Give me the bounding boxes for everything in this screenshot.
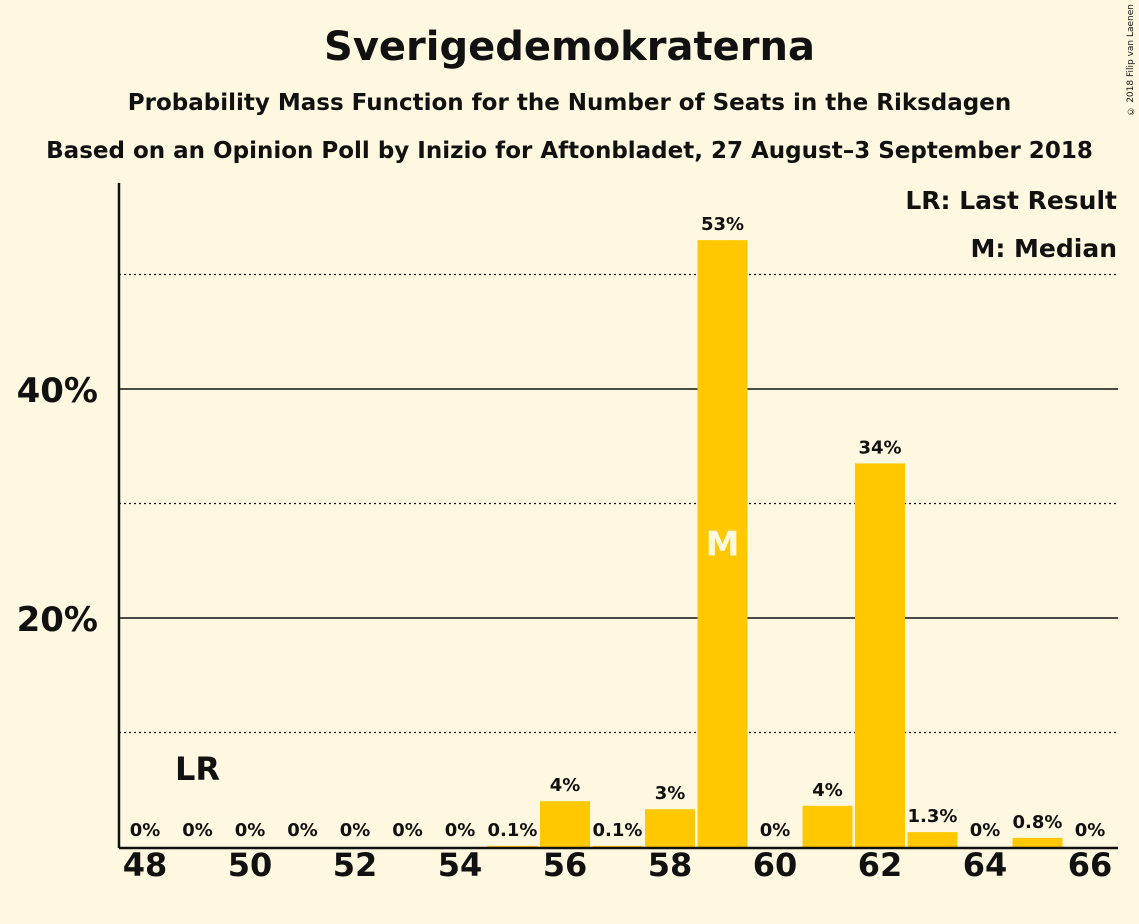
bar-value-label: 0.8% — [1013, 812, 1063, 833]
bar — [645, 809, 695, 847]
bar-value-label: 4% — [550, 775, 581, 796]
bar-value-label: 0.1% — [488, 820, 538, 841]
legend-entry: LR: Last Result — [905, 186, 1117, 215]
bar-value-label: 34% — [858, 437, 901, 458]
bar-value-label: 0% — [445, 820, 476, 841]
bar — [1012, 837, 1063, 847]
x-tick-label: 56 — [543, 846, 588, 884]
x-tick-label: 48 — [123, 846, 168, 884]
bar — [697, 240, 748, 847]
bar — [487, 845, 538, 847]
bar-value-label: 0% — [760, 820, 791, 841]
bar-value-label: 4% — [812, 780, 843, 801]
bar-value-label: 0% — [182, 820, 213, 841]
bar — [802, 805, 853, 847]
x-tick-label: 66 — [1068, 846, 1113, 884]
x-tick-label: 50 — [228, 846, 273, 884]
bar — [855, 463, 905, 847]
bar-value-label: 0% — [1075, 820, 1106, 841]
bar-value-label: 0% — [340, 820, 371, 841]
bar-value-label: 0% — [392, 820, 423, 841]
bar-value-label: 0% — [235, 820, 266, 841]
bar-value-label: 53% — [701, 214, 744, 235]
chart-source-line: Based on an Opinion Poll by Inizio for A… — [46, 138, 1093, 164]
legend-entry: M: Median — [970, 234, 1117, 263]
last-result-marker: LR — [175, 750, 220, 788]
x-tick-label: 62 — [858, 846, 903, 884]
bar-value-label: 0% — [287, 820, 318, 841]
x-tick-label: 60 — [753, 846, 798, 884]
bar-value-label: 3% — [655, 783, 686, 804]
y-tick-label: 20% — [17, 600, 98, 640]
x-tick-label: 54 — [438, 846, 483, 884]
bar — [907, 832, 958, 847]
x-tick-label: 52 — [333, 846, 378, 884]
bar-value-label: 0% — [970, 820, 1001, 841]
bar — [540, 801, 590, 847]
y-tick-label: 40% — [17, 371, 98, 411]
chart-title: Sverigedemokraterna — [324, 24, 815, 70]
bar-value-label: 0.1% — [593, 820, 643, 841]
bar — [592, 845, 643, 847]
x-tick-label: 58 — [648, 846, 693, 884]
median-marker: M — [706, 525, 740, 565]
bar-value-label: 0% — [130, 820, 161, 841]
chart-subtitle: Probability Mass Function for the Number… — [127, 90, 1012, 116]
bar-value-label: 1.3% — [908, 806, 958, 827]
x-tick-label: 64 — [963, 846, 1008, 884]
